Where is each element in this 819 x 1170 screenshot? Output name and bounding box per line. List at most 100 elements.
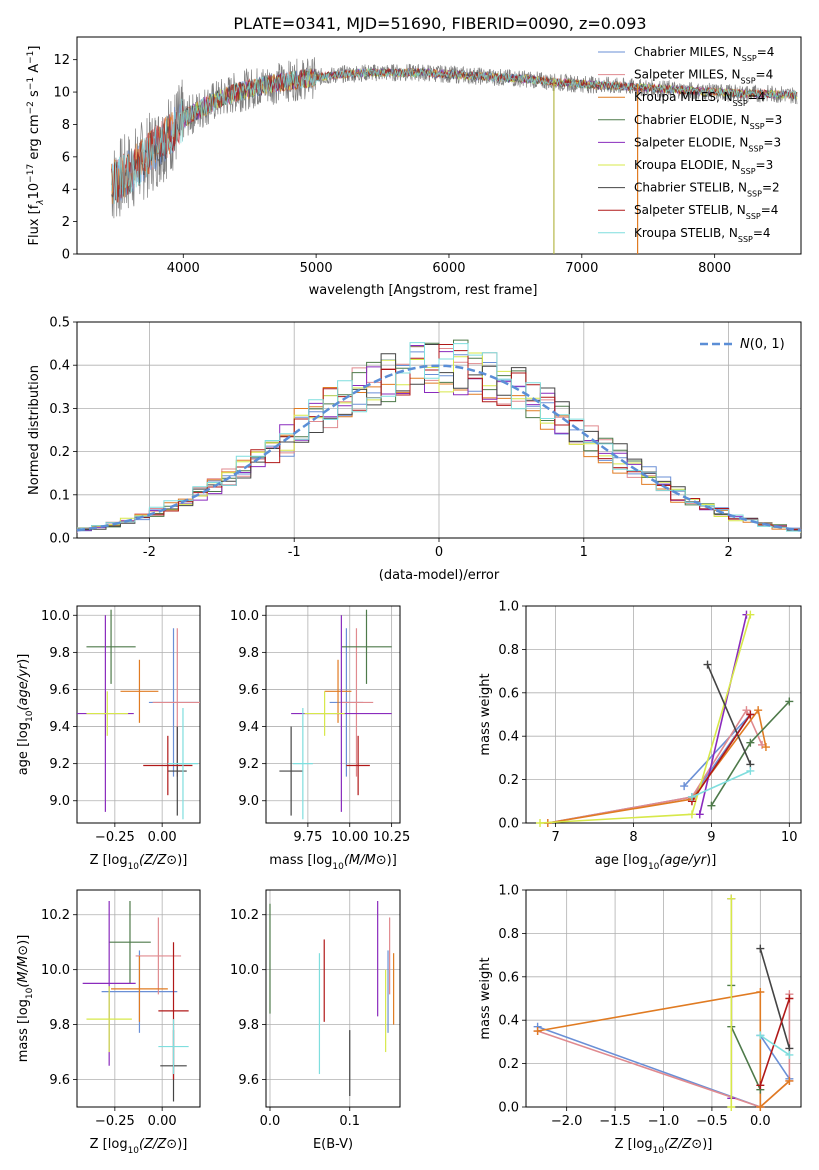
y-axis-label: mass weight [478, 673, 493, 755]
legend-entry-label: Chabrier STELIB, N [634, 181, 747, 195]
weight-point-marker [742, 706, 751, 715]
weight-series-line [547, 708, 767, 824]
mass-vs-ebv-panel: 0.0 0.1 9.6 9.8 10.0 10.2 E(B-V) [230, 889, 401, 1152]
y-tick-label: 12 [53, 53, 70, 68]
residual-hist-panel: -2 -1 0 1 2 0.0 0.1 0.2 0.3 0.4 0.5 (data-model)/er… [27, 316, 802, 583]
y-tick-label: 0.0 [498, 817, 519, 832]
legend-entry: Chabrier STELIB, NSSP=2 [634, 181, 780, 199]
y-axis-label-part: ] [27, 46, 42, 51]
y-tick-label: 0.4 [498, 1014, 519, 1029]
legend-entry-main: N [740, 337, 750, 352]
x-axis-label: mass [log10(M/M⊙)] [269, 853, 397, 872]
axes-frame [76, 889, 201, 1108]
y-tick-label: 0.2 [498, 1057, 519, 1072]
x-tick-label: 6000 [432, 261, 465, 276]
weight-point-marker [761, 743, 770, 752]
legend-entry-suffix: =4 [748, 90, 766, 104]
y-tick-label: 9.8 [49, 646, 70, 661]
legend-entry-sub: SSP [733, 99, 748, 108]
weight-point-marker [533, 1027, 542, 1036]
weight-series-line [547, 708, 763, 824]
y-tick-label: 9.0 [238, 794, 259, 809]
y-axis-label-part: erg cm [27, 114, 42, 163]
y-tick-label: 10.0 [230, 963, 259, 978]
x-tick-label: 9 [707, 830, 715, 845]
y-tick-label: 9.4 [238, 720, 259, 735]
y-axis-label-var: (age/yr [16, 662, 31, 710]
axes-frame [265, 605, 401, 824]
y-axis-label-sub: λ [36, 199, 46, 205]
y-tick-label: 0.0 [498, 1101, 519, 1116]
y-tick-label: 0.1 [49, 488, 70, 503]
y-tick-label: 10.0 [230, 609, 259, 624]
y-tick-label: 10.2 [230, 908, 259, 923]
weight-point-marker [687, 792, 696, 801]
y-axis-label-suffix: )] [16, 654, 31, 664]
weight-point-marker [727, 894, 736, 903]
legend-entry-sub: SSP [742, 54, 757, 63]
legend-entry: N(0, 1) [740, 337, 785, 352]
x-axis-label-text: mass [log [269, 853, 332, 868]
x-axis-label-suffix: ⊙)] [691, 1137, 712, 1152]
y-tick-label: 0.0 [49, 532, 70, 547]
y-tick-label: 9.6 [49, 1073, 70, 1088]
weight-series-line [537, 991, 790, 1109]
y-tick-label: 9.6 [238, 683, 259, 698]
axes-frame [76, 605, 201, 824]
y-tick-label: 1.0 [498, 884, 519, 899]
histogram-series [77, 342, 801, 532]
x-axis-label: Z [log10(Z/Z⊙)] [90, 853, 188, 872]
weight-point-marker [756, 944, 765, 953]
y-tick-label: 9.0 [49, 794, 70, 809]
x-tick-label: −2.0 [551, 1114, 583, 1129]
y-axis-label: mass weight [478, 957, 493, 1039]
legend-entry-label: Kroupa ELODIE, N [634, 158, 741, 172]
legend-entry: Salpeter MILES, NSSP=4 [634, 68, 773, 86]
weight-point-marker [746, 738, 755, 747]
x-tick-label: 1 [580, 545, 588, 560]
weight-point-marker [756, 987, 765, 996]
weight-series-line [691, 770, 751, 798]
y-tick-label: 8 [62, 118, 70, 133]
x-tick-label: 0 [435, 545, 443, 560]
age-vs-z-panel: −0.25 0.009.09.29.49.69.810.0Z [log10(Z/Z… [16, 605, 201, 872]
weight-series-line [759, 948, 791, 1049]
y-axis-label-suffix: ⊙)] [16, 935, 31, 956]
legend-entry-label: Chabrier MILES, N [634, 45, 742, 59]
x-axis-label-var: (Z/Z [664, 1137, 692, 1152]
weight-series-line [759, 1034, 790, 1056]
axes-frame [265, 889, 401, 1108]
y-tick-label: 10.2 [41, 908, 70, 923]
y-axis-label-sub: 10 [25, 710, 35, 722]
y-tick-label: 9.8 [238, 646, 259, 661]
y-tick-label: 0.6 [498, 970, 519, 985]
legend-entry-label: Salpeter STELIB, N [634, 203, 746, 217]
legend-entry: Salpeter ELODIE, NSSP=3 [634, 135, 781, 153]
legend-entry-suffix: =3 [763, 135, 781, 149]
weight-point-marker [687, 810, 696, 819]
x-tick-label: −0.5 [696, 1114, 728, 1129]
x-tick-label: 10 [781, 830, 798, 845]
axes-frame [76, 321, 802, 539]
histogram-series [77, 377, 801, 533]
y-axis-label: age [log10(age/yr)] [16, 654, 35, 776]
y-axis-label-text: mass [log [16, 999, 31, 1062]
axes-frame [525, 605, 802, 824]
x-axis-label-var: (M/M [344, 853, 376, 868]
x-axis-label-suffix: ⊙)] [166, 1137, 187, 1152]
x-tick-label: 0.0 [750, 1114, 771, 1129]
legend-entry: Salpeter STELIB, NSSP=4 [634, 203, 778, 221]
x-axis-label-suffix: ⊙)] [376, 853, 397, 868]
x-tick-label: 7000 [565, 261, 598, 276]
y-axis-label-sup: −1 [26, 51, 36, 64]
weight-point-marker [756, 1081, 765, 1090]
x-axis-label-sub: 10 [332, 862, 344, 872]
legend-entry-suffix: =3 [765, 113, 783, 127]
legend-entry-sub: SSP [741, 76, 756, 85]
weight-series-line [706, 664, 752, 765]
y-tick-label: 0.3 [49, 402, 70, 417]
x-axis-label-text: Z [log [90, 853, 128, 868]
x-axis-label-text: Z [log [90, 1137, 128, 1152]
y-tick-label: 2 [62, 215, 70, 230]
